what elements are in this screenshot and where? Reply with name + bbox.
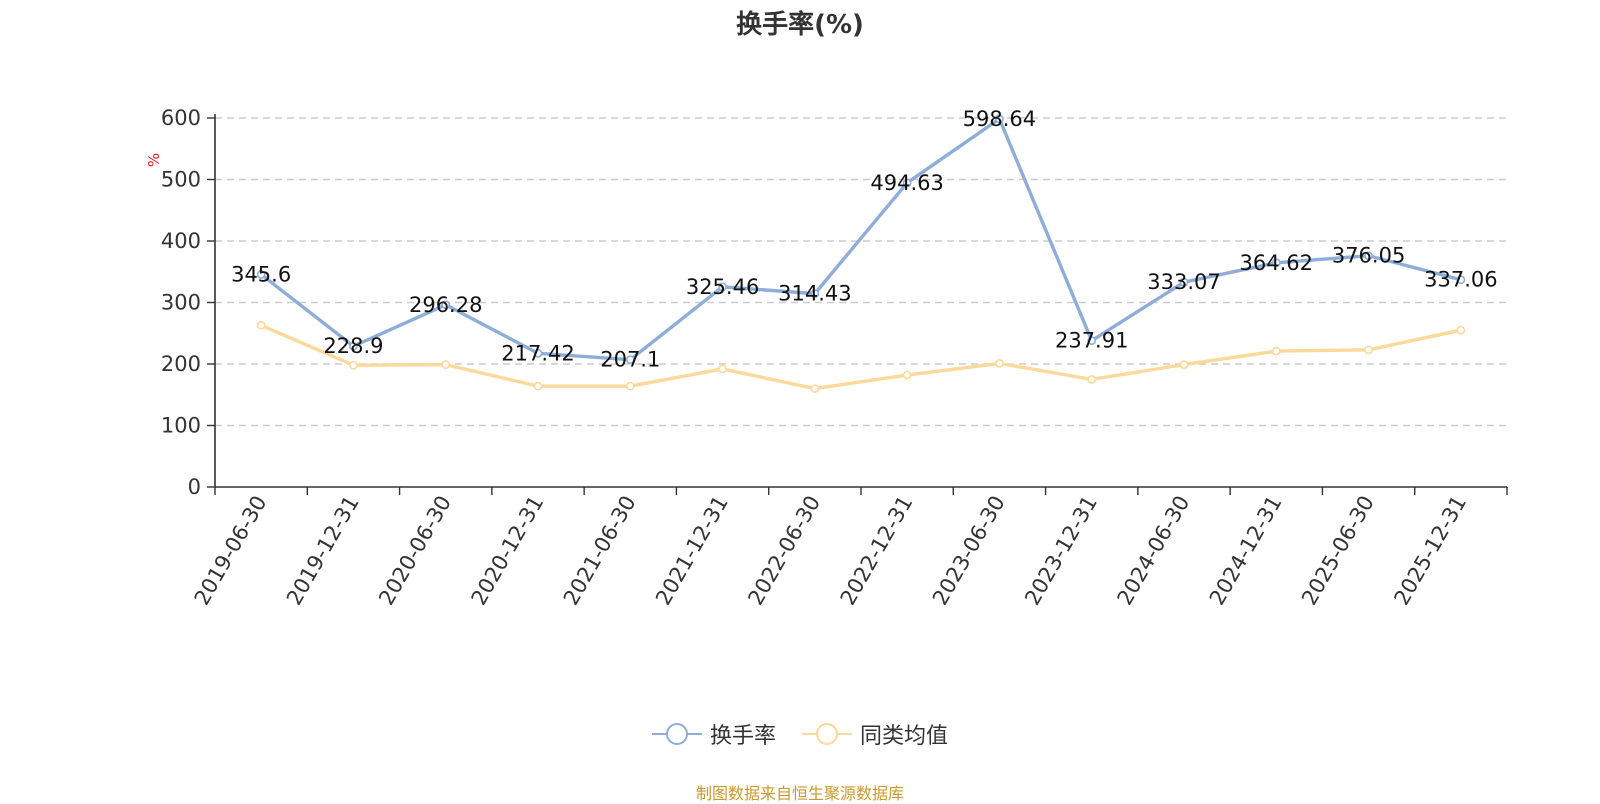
x-tick-label: 2020-06-30 [374,492,456,610]
data-label: 598.64 [963,107,1036,131]
x-tick-label: 2025-12-31 [1389,492,1471,610]
x-tick-label: 2024-12-31 [1205,492,1287,610]
x-tick-label: 2024-06-30 [1113,492,1195,610]
data-point [1087,336,1097,346]
data-label: 333.07 [1147,270,1220,294]
grid-lines [215,117,1507,427]
legend-label: 换手率 [709,724,776,749]
data-label: 207.1 [600,348,660,372]
x-tick-label: 2023-12-31 [1020,492,1102,610]
data-label: 345.6 [231,262,291,286]
series-line-1 [259,117,1463,362]
data-point [718,364,727,374]
y-tick-label: 600 [161,106,201,130]
data-point [533,348,543,358]
legend-item-peer-average[interactable]: 同类均值 [802,718,948,750]
data-point [256,320,266,330]
data-point [995,358,1004,368]
series [256,114,1466,393]
data-point [718,282,727,292]
data-label: 314.43 [778,282,851,306]
circle-line-marker-icon [651,723,702,745]
data-label: 325.46 [686,275,759,299]
data-labels: 345.6 228.9 296.28 217.42 207.1 325.46 314.43 4… [231,107,1498,372]
y-tick-label: 300 [161,291,201,315]
x-tick-label: 2019-06-30 [190,492,272,610]
legend: 换手率 同类均值 [0,718,1600,750]
data-point [810,384,820,393]
data-point [902,178,912,188]
x-tick-label: 2022-12-31 [836,491,918,609]
data-point [625,355,635,365]
x-tick-label: 2019-12-31 [282,492,364,610]
data-point [902,370,912,380]
x-tick-label: 2023-06-30 [928,492,1010,610]
x-tick-label: 2021-06-30 [559,492,641,610]
y-tick-label: 200 [161,352,201,376]
legend-label: 同类均值 [860,724,949,749]
data-point [533,381,543,391]
data-point [1179,277,1189,287]
data-point [1456,275,1466,285]
data-label: 217.42 [501,341,574,365]
data-label: 237.91 [1055,329,1128,353]
x-tick-label: 2020-12-31 [467,492,549,610]
data-point [810,289,820,299]
series-line-2 [259,323,1463,391]
data-point [256,270,266,279]
data-point [1271,258,1281,268]
data-point [1364,251,1373,261]
data-label: 337.06 [1424,268,1497,292]
circle-line-marker-icon [802,723,852,745]
data-point [349,360,358,370]
data-label: 228.9 [323,334,383,358]
x-tick-label: 2022-06-30 [743,492,825,610]
x-tick-label: 2025-06-30 [1297,492,1379,610]
data-label: 296.28 [409,293,482,317]
data-label: 494.63 [870,171,943,195]
data-point [1364,345,1373,355]
y-tick-label: 0 [188,475,201,499]
y-tick-label: 100 [161,414,201,438]
data-point [995,114,1004,124]
y-tick-label: 400 [161,229,201,253]
data-point [1456,325,1466,335]
x-tick-label: 2021-12-31 [651,492,733,610]
data-point [625,381,635,391]
data-label: 364.62 [1240,251,1313,275]
data-point [349,341,358,351]
legend-item-turnover[interactable]: 换手率 [651,718,776,750]
data-point [441,360,451,370]
data-point [1179,360,1189,370]
data-point [1087,374,1097,384]
source-note: 制图数据来自恒生聚源数据库 [695,784,904,803]
data-point [1271,346,1281,356]
data-point [441,300,451,310]
chart-title: 换手率(%) [736,10,864,40]
data-label: 376.05 [1332,244,1405,268]
y-axis-unit: % [145,153,163,167]
y-tick-label: 500 [161,168,201,192]
